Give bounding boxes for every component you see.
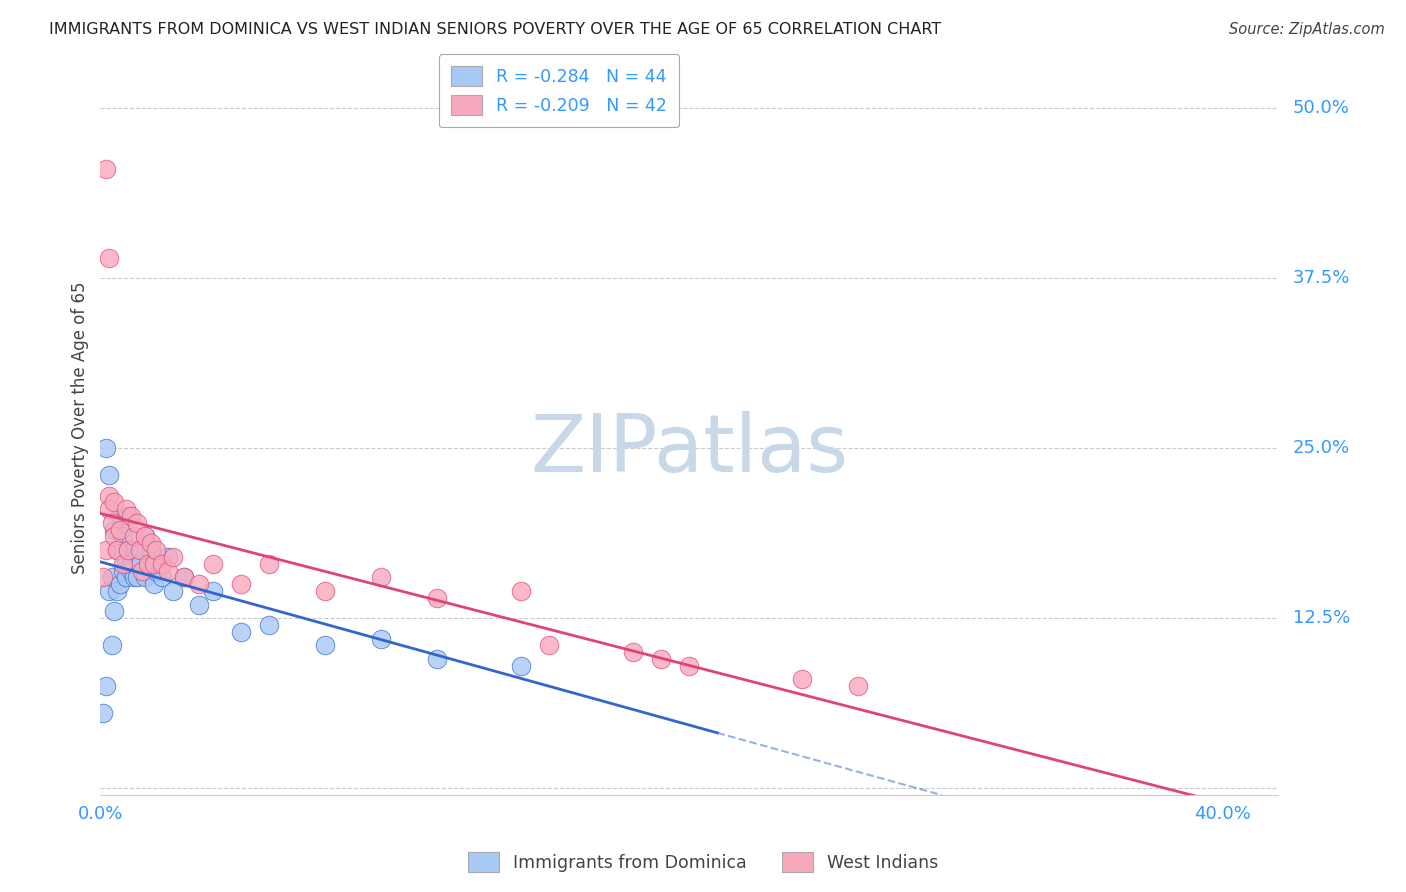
Point — [97, 468, 120, 483]
Point — [122, 543, 145, 558]
Point — [94, 162, 117, 177]
Point — [136, 557, 159, 571]
Point — [103, 523, 125, 537]
Point — [94, 441, 117, 455]
Point — [100, 639, 122, 653]
Point — [120, 557, 142, 571]
Point — [103, 529, 125, 543]
Point — [131, 543, 153, 558]
Point — [134, 529, 156, 543]
Text: 12.5%: 12.5% — [1292, 609, 1350, 627]
Point — [114, 557, 136, 571]
Point — [370, 632, 392, 646]
Point — [103, 495, 125, 509]
Point — [134, 529, 156, 543]
Point — [128, 557, 150, 571]
Point — [108, 523, 131, 537]
Point — [100, 570, 122, 584]
Point — [131, 564, 153, 578]
Point — [125, 549, 148, 564]
Text: IMMIGRANTS FROM DOMINICA VS WEST INDIAN SENIORS POVERTY OVER THE AGE OF 65 CORRE: IMMIGRANTS FROM DOMINICA VS WEST INDIAN … — [49, 22, 942, 37]
Point — [142, 557, 165, 571]
Point — [173, 570, 195, 584]
Point — [201, 557, 224, 571]
Point — [94, 543, 117, 558]
Point — [100, 516, 122, 530]
Point — [120, 509, 142, 524]
Point — [139, 543, 162, 558]
Point — [846, 679, 869, 693]
Point — [621, 645, 644, 659]
Point — [134, 570, 156, 584]
Text: ZIPatlas: ZIPatlas — [530, 410, 848, 489]
Point — [117, 509, 139, 524]
Point — [187, 598, 209, 612]
Point — [145, 564, 167, 578]
Point — [97, 583, 120, 598]
Point — [114, 570, 136, 584]
Point — [111, 564, 134, 578]
Point — [122, 570, 145, 584]
Point — [257, 557, 280, 571]
Point — [510, 658, 533, 673]
Point — [229, 624, 252, 639]
Text: 25.0%: 25.0% — [1292, 439, 1350, 457]
Text: 37.5%: 37.5% — [1292, 268, 1350, 287]
Point — [142, 577, 165, 591]
Point — [426, 591, 449, 605]
Point — [108, 577, 131, 591]
Point — [229, 577, 252, 591]
Point — [117, 543, 139, 558]
Point — [97, 502, 120, 516]
Point — [150, 570, 173, 584]
Legend: R = -0.284   N = 44, R = -0.209   N = 42: R = -0.284 N = 44, R = -0.209 N = 42 — [439, 54, 679, 128]
Point — [105, 543, 128, 558]
Point — [201, 583, 224, 598]
Point — [108, 509, 131, 524]
Point — [156, 564, 179, 578]
Point — [145, 543, 167, 558]
Y-axis label: Seniors Poverty Over the Age of 65: Seniors Poverty Over the Age of 65 — [72, 281, 89, 574]
Point — [156, 549, 179, 564]
Point — [91, 570, 114, 584]
Point — [97, 251, 120, 265]
Point — [314, 583, 336, 598]
Point — [117, 543, 139, 558]
Point — [139, 536, 162, 550]
Point — [678, 658, 700, 673]
Point — [114, 502, 136, 516]
Point — [94, 679, 117, 693]
Point — [91, 706, 114, 721]
Point — [510, 583, 533, 598]
Point — [105, 583, 128, 598]
Point — [125, 570, 148, 584]
Point — [162, 549, 184, 564]
Point — [105, 543, 128, 558]
Point — [162, 583, 184, 598]
Point — [650, 652, 672, 666]
Point — [187, 577, 209, 591]
Point — [173, 570, 195, 584]
Point — [125, 516, 148, 530]
Point — [314, 639, 336, 653]
Point — [128, 543, 150, 558]
Point — [370, 570, 392, 584]
Point — [111, 529, 134, 543]
Point — [103, 604, 125, 618]
Text: Source: ZipAtlas.com: Source: ZipAtlas.com — [1229, 22, 1385, 37]
Point — [790, 673, 813, 687]
Point — [426, 652, 449, 666]
Point — [150, 557, 173, 571]
Point — [538, 639, 561, 653]
Point — [111, 557, 134, 571]
Text: 50.0%: 50.0% — [1292, 99, 1350, 117]
Legend: Immigrants from Dominica, West Indians: Immigrants from Dominica, West Indians — [461, 845, 945, 879]
Point — [97, 489, 120, 503]
Point — [120, 564, 142, 578]
Point — [122, 529, 145, 543]
Point — [257, 618, 280, 632]
